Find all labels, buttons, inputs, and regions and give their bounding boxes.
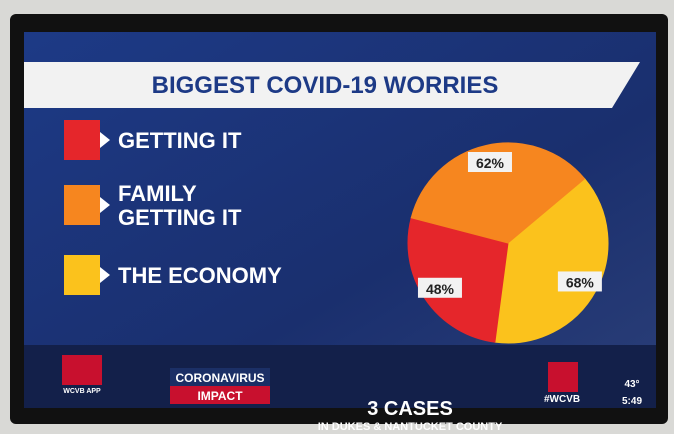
temperature: 43°: [624, 379, 639, 390]
legend: GETTING IT FAMILY GETTING IT THE ECONOMY: [64, 120, 282, 295]
legend-label: FAMILY GETTING IT: [118, 181, 242, 230]
chart-title: BIGGEST COVID-19 WORRIES: [152, 72, 499, 99]
subline: IN DUKES & NANTUCKET COUNTY: [318, 421, 503, 433]
hashtag: #WCVB: [544, 394, 580, 405]
segment-top-box: [170, 368, 270, 386]
data-label-box: [417, 277, 462, 298]
data-label-box: [557, 271, 602, 292]
time: 5:49: [622, 396, 642, 407]
legend-pointer: [100, 132, 110, 148]
legend-swatch: [64, 185, 100, 225]
legend-swatch: [64, 255, 100, 295]
legend-pointer: [100, 197, 110, 213]
legend-label: THE ECONOMY: [118, 263, 282, 288]
station-logo: [548, 362, 578, 392]
legend-swatch: [64, 120, 100, 160]
pie: 68% 48% 62%: [407, 142, 609, 344]
app-label: WCVB APP: [63, 388, 101, 395]
data-label-box: [467, 152, 512, 173]
pie-slice: [410, 142, 586, 244]
segment-bottom-box: [170, 386, 270, 404]
headline: 3 CASES: [367, 398, 453, 420]
app-badge: [62, 355, 102, 385]
legend-label: GETTING IT: [118, 128, 242, 153]
data-label: 62%: [476, 155, 505, 171]
data-label: 48%: [426, 281, 455, 297]
legend-pointer: [100, 267, 110, 283]
title-banner: [24, 62, 640, 108]
segment-top: CORONAVIRUS: [175, 371, 264, 385]
segment-bottom: IMPACT: [197, 389, 243, 403]
data-label: 68%: [566, 274, 595, 290]
